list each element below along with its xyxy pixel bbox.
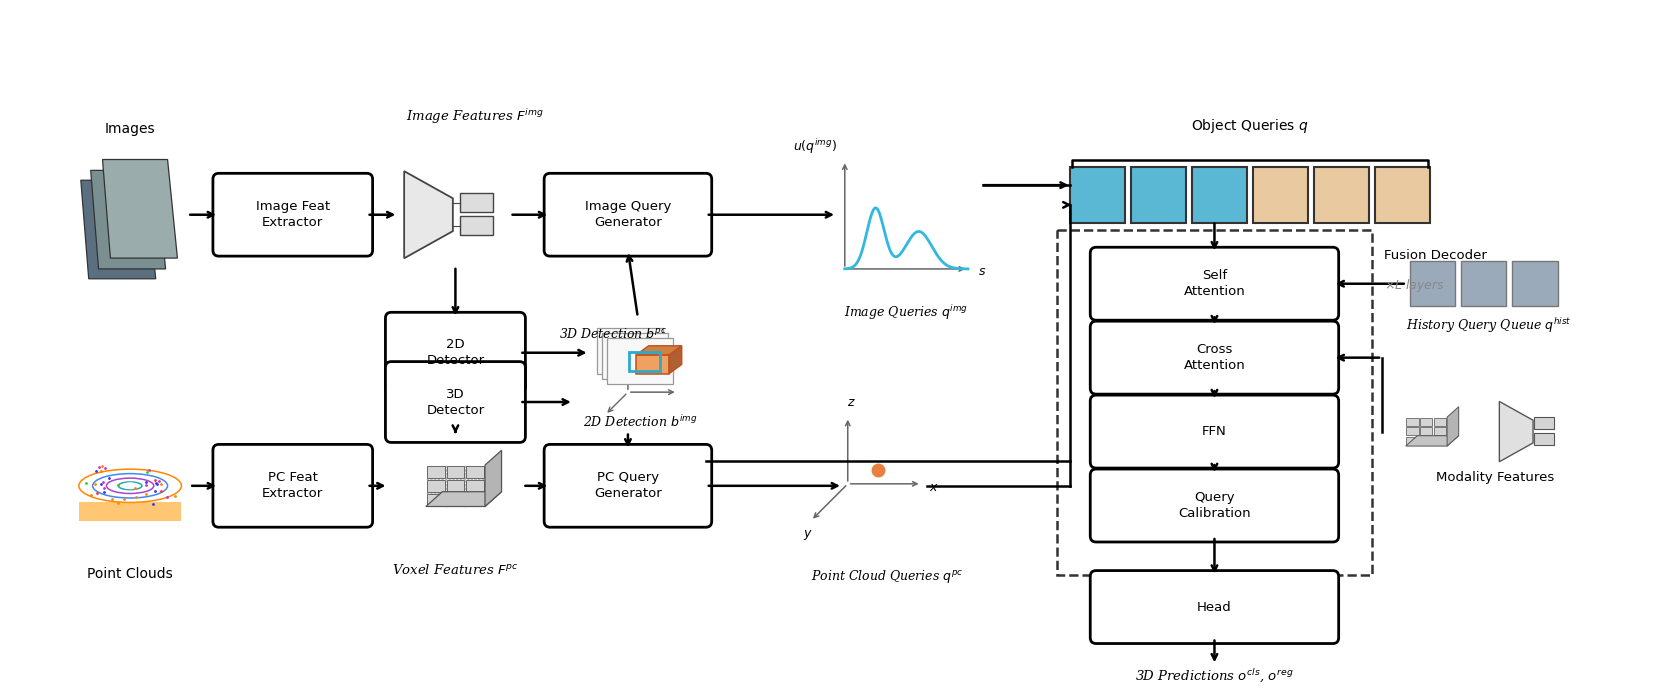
Text: Object Queries $q$: Object Queries $q$ <box>1191 117 1309 135</box>
Text: $u(q^{img})$: $u(q^{img})$ <box>792 137 837 155</box>
Text: PC Feat
Extractor: PC Feat Extractor <box>262 471 324 500</box>
Text: Self
Attention: Self Attention <box>1184 269 1246 299</box>
FancyBboxPatch shape <box>213 444 372 527</box>
FancyBboxPatch shape <box>1252 167 1309 223</box>
FancyBboxPatch shape <box>467 480 483 492</box>
FancyBboxPatch shape <box>603 333 668 379</box>
FancyBboxPatch shape <box>385 312 525 393</box>
Text: Head: Head <box>1198 600 1232 614</box>
FancyBboxPatch shape <box>545 173 711 256</box>
Text: FFN: FFN <box>1203 425 1227 438</box>
Text: Image Queries $q^{img}$: Image Queries $q^{img}$ <box>844 303 968 322</box>
FancyBboxPatch shape <box>1410 261 1455 306</box>
FancyBboxPatch shape <box>1462 261 1507 306</box>
Text: Point Cloud Queries $q^{pc}$: Point Cloud Queries $q^{pc}$ <box>811 567 963 585</box>
FancyBboxPatch shape <box>1131 167 1186 223</box>
Text: PC Query
Generator: PC Query Generator <box>595 471 661 500</box>
FancyBboxPatch shape <box>1535 433 1553 445</box>
Text: $y$: $y$ <box>802 528 812 542</box>
FancyBboxPatch shape <box>1433 437 1447 445</box>
FancyBboxPatch shape <box>1407 417 1418 426</box>
Polygon shape <box>425 492 502 507</box>
FancyBboxPatch shape <box>1420 427 1432 435</box>
Text: Query
Calibration: Query Calibration <box>1178 491 1251 520</box>
Text: 3D
Detector: 3D Detector <box>427 388 485 417</box>
FancyBboxPatch shape <box>545 444 711 527</box>
Text: $\times L$ layers: $\times L$ layers <box>1384 277 1445 294</box>
Text: Image Query
Generator: Image Query Generator <box>585 200 671 229</box>
FancyBboxPatch shape <box>1090 469 1339 542</box>
FancyBboxPatch shape <box>1433 427 1447 435</box>
FancyBboxPatch shape <box>467 493 483 506</box>
Polygon shape <box>1447 407 1458 446</box>
Text: 2D
Detector: 2D Detector <box>427 338 485 367</box>
Polygon shape <box>636 346 681 355</box>
FancyBboxPatch shape <box>1407 437 1418 445</box>
FancyBboxPatch shape <box>1070 167 1124 223</box>
Text: Image Features $F^{img}$: Image Features $F^{img}$ <box>407 107 545 126</box>
FancyBboxPatch shape <box>427 480 445 492</box>
FancyBboxPatch shape <box>1535 417 1553 430</box>
Polygon shape <box>91 171 166 269</box>
Polygon shape <box>1500 401 1533 462</box>
Polygon shape <box>81 180 156 278</box>
FancyBboxPatch shape <box>1420 437 1432 445</box>
Polygon shape <box>404 171 453 258</box>
FancyBboxPatch shape <box>460 193 493 212</box>
Text: $x$: $x$ <box>930 481 938 494</box>
FancyBboxPatch shape <box>1375 167 1430 223</box>
Text: Point Clouds: Point Clouds <box>88 567 173 580</box>
FancyBboxPatch shape <box>447 493 465 506</box>
FancyBboxPatch shape <box>213 173 372 256</box>
Text: Fusion Decoder: Fusion Decoder <box>1384 249 1487 262</box>
Polygon shape <box>103 160 178 258</box>
Text: Voxel Features $F^{pc}$: Voxel Features $F^{pc}$ <box>392 562 518 577</box>
Polygon shape <box>669 346 681 374</box>
FancyBboxPatch shape <box>447 480 465 492</box>
FancyBboxPatch shape <box>1193 167 1247 223</box>
Text: Cross
Attention: Cross Attention <box>1184 343 1246 372</box>
FancyBboxPatch shape <box>1420 417 1432 426</box>
FancyBboxPatch shape <box>1512 261 1558 306</box>
Text: 3D Predictions $o^{cls}$, $o^{reg}$: 3D Predictions $o^{cls}$, $o^{reg}$ <box>1134 668 1294 685</box>
FancyBboxPatch shape <box>427 493 445 506</box>
FancyBboxPatch shape <box>1090 395 1339 468</box>
Text: Image Feat
Extractor: Image Feat Extractor <box>256 200 331 229</box>
Text: Images: Images <box>105 122 156 136</box>
FancyBboxPatch shape <box>427 466 445 478</box>
FancyBboxPatch shape <box>385 361 525 442</box>
FancyBboxPatch shape <box>598 328 663 374</box>
Polygon shape <box>1405 436 1458 446</box>
FancyBboxPatch shape <box>636 355 669 374</box>
Text: History Query Queue $q^{hist}$: History Query Queue $q^{hist}$ <box>1405 316 1571 335</box>
Ellipse shape <box>123 482 138 489</box>
FancyBboxPatch shape <box>1090 247 1339 320</box>
FancyBboxPatch shape <box>1314 167 1369 223</box>
FancyBboxPatch shape <box>1090 571 1339 643</box>
Polygon shape <box>485 451 502 507</box>
FancyBboxPatch shape <box>608 338 673 384</box>
Text: 3D Detection $b^{pc}$: 3D Detection $b^{pc}$ <box>560 327 668 341</box>
FancyBboxPatch shape <box>1433 417 1447 426</box>
FancyBboxPatch shape <box>467 466 483 478</box>
Text: 2D Detection $b^{img}$: 2D Detection $b^{img}$ <box>583 414 698 430</box>
Text: $z$: $z$ <box>847 396 855 409</box>
FancyBboxPatch shape <box>1407 427 1418 435</box>
FancyBboxPatch shape <box>1090 321 1339 394</box>
FancyBboxPatch shape <box>447 466 465 478</box>
Text: $s$: $s$ <box>978 265 987 278</box>
FancyBboxPatch shape <box>460 216 493 235</box>
FancyBboxPatch shape <box>78 502 181 521</box>
Text: Modality Features: Modality Features <box>1437 471 1555 484</box>
